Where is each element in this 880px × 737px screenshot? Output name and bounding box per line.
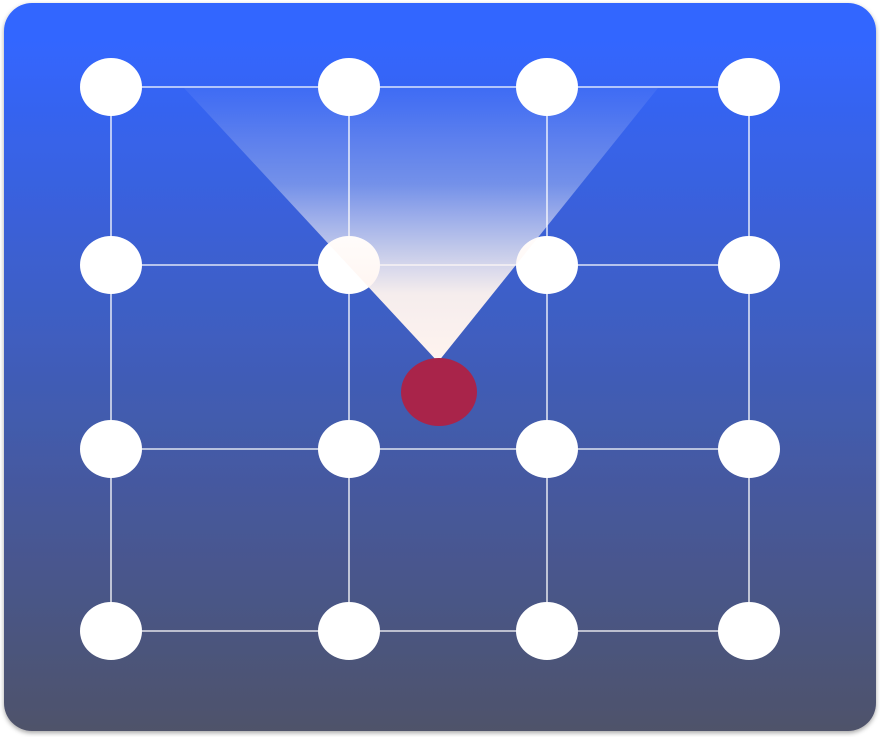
- agent-dot: [401, 358, 477, 426]
- grid-node: [80, 236, 142, 294]
- field-of-view-cone: [184, 88, 658, 362]
- grid-node: [80, 420, 142, 478]
- grid-node: [516, 602, 578, 660]
- grid-node: [718, 602, 780, 660]
- grid-node: [318, 602, 380, 660]
- grid-node: [718, 420, 780, 478]
- grid-node: [718, 236, 780, 294]
- grid-node: [516, 420, 578, 478]
- grid-node: [516, 236, 578, 294]
- grid-node: [718, 58, 780, 116]
- grid-node: [80, 602, 142, 660]
- grid-node: [80, 58, 142, 116]
- grid-node: [318, 420, 380, 478]
